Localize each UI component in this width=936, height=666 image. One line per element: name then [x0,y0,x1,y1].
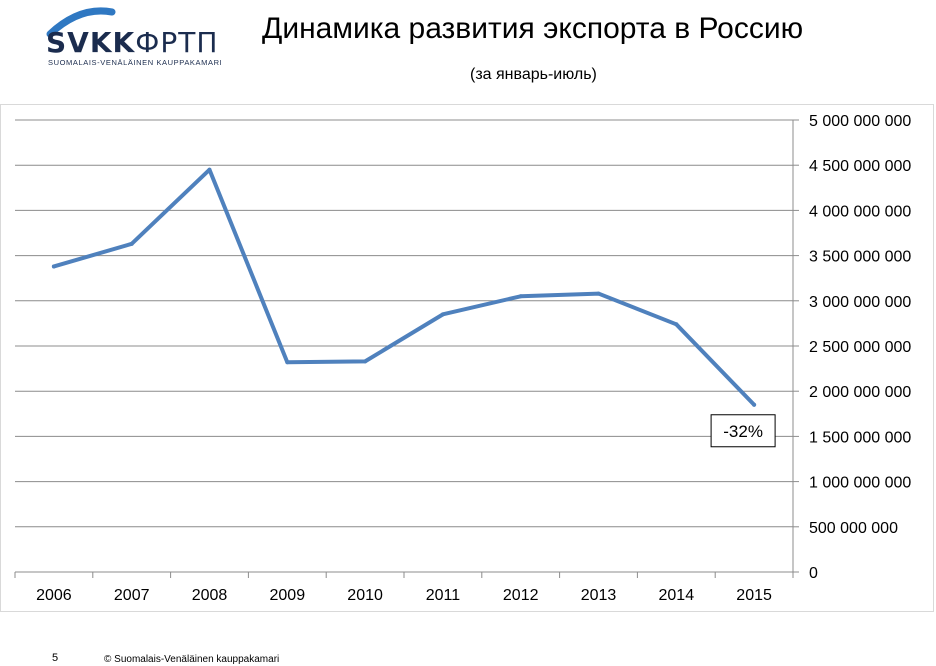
x-tick-label: 2013 [581,587,617,604]
x-tick-label: 2009 [270,587,306,604]
logo-wordmark: SVKKФРТП [46,26,218,59]
footer-copyright: © Suomalais-Venäläinen kauppakamari [104,654,280,665]
data-point [129,241,134,246]
data-point [440,312,445,317]
y-tick-label: 3 500 000 000 [809,249,911,266]
data-point [363,359,368,364]
y-tick-label: 5 000 000 000 [809,113,911,130]
y-tick-label: 4 500 000 000 [809,158,911,175]
x-tick-label: 2012 [503,587,539,604]
data-point [518,294,523,299]
y-tick-label: 1 000 000 000 [809,475,911,492]
data-point [51,264,56,269]
series-line [51,167,757,407]
logo: SVKKФРТП SUOMALAIS-VENÄLÄINEN KAUPPAKAMA… [40,4,230,70]
y-tick-label: 4 000 000 000 [809,203,911,220]
annotation-label: -32% [723,422,763,441]
x-tick-label: 2015 [736,587,772,604]
x-tick-label: 2014 [659,587,695,604]
x-tick-label: 2010 [347,587,383,604]
annotation-box [710,414,776,448]
y-tick-label: 0 [809,565,818,582]
line-chart: 5 000 000 000 4 500 000 000 4 000 000 000 3… [14,113,911,604]
y-tick-label: 1 500 000 000 [809,429,911,446]
logo-tagline: SUOMALAIS-VENÄLÄINEN KAUPPAKAMARI [48,58,223,67]
x-tick-label: 2007 [114,587,150,604]
data-point [674,322,679,327]
data-point [752,402,757,407]
data-point [596,291,601,296]
page-subtitle: (за январь-июль) [470,66,597,83]
data-point [285,360,290,365]
x-tick-label: 2006 [36,587,72,604]
y-tick-label: 500 000 000 [809,520,898,537]
logo-word-light: ФРТП [135,26,219,59]
y-tick-label: 3 000 000 000 [809,294,911,311]
y-tick-label: 2 000 000 000 [809,384,911,401]
x-tick-label: 2011 [426,587,461,604]
page-number: 5 [52,652,59,664]
logo-word-bold: SVKK [46,26,136,59]
y-tick-label: 2 500 000 000 [809,339,911,356]
logo-arc-icon [46,7,116,38]
x-tick-label: 2008 [192,587,228,604]
page-title: Динамика развития экспорта в Россию [262,12,804,45]
chart-frame: 5 000 000 000 4 500 000 000 4 000 000 000 3… [0,104,934,612]
data-point [207,167,212,172]
